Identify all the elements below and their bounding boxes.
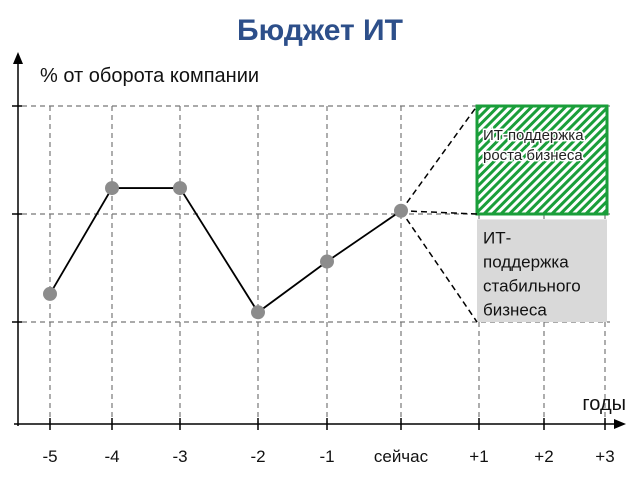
x-tick-label: -1: [319, 447, 334, 466]
x-axis-arrow: [614, 419, 626, 429]
annotation-text: бизнеса: [483, 300, 547, 319]
chart-title: Бюджет ИТ: [237, 14, 403, 47]
y-axis-arrow: [13, 52, 23, 64]
data-point: [43, 286, 57, 301]
x-tick-label: +1: [469, 447, 488, 466]
data-point: [173, 181, 187, 196]
x-tick-label: -4: [104, 447, 119, 466]
annotation-text: поддержка: [483, 252, 569, 271]
annotation-text: стабильного: [483, 276, 581, 295]
data-point: [394, 203, 408, 218]
series-line: [49, 187, 402, 314]
x-tick-label: -5: [42, 447, 57, 466]
projection-line: [400, 105, 478, 212]
x-tick-label: -3: [172, 447, 187, 466]
x-tick-label: -2: [250, 447, 265, 466]
annotation-box: [475, 104, 609, 216]
annotation-text: ИТ-: [483, 228, 511, 247]
projection-line: [400, 210, 478, 323]
data-point: [320, 254, 334, 269]
data-point: [105, 181, 119, 196]
data-point: [251, 305, 265, 320]
x-tick-label: +3: [595, 447, 614, 466]
x-tick-label: сейчас: [374, 447, 429, 466]
x-tick-label: +2: [534, 447, 553, 466]
annotation-text: ИТ-поддержка: [483, 127, 584, 144]
annotation-box: [477, 219, 607, 322]
y-axis-label: % от оборота компании: [40, 65, 259, 87]
x-axis-label: годы: [582, 393, 626, 415]
annotation-text: роста бизнеса: [483, 147, 583, 164]
projection-line: [400, 210, 478, 215]
